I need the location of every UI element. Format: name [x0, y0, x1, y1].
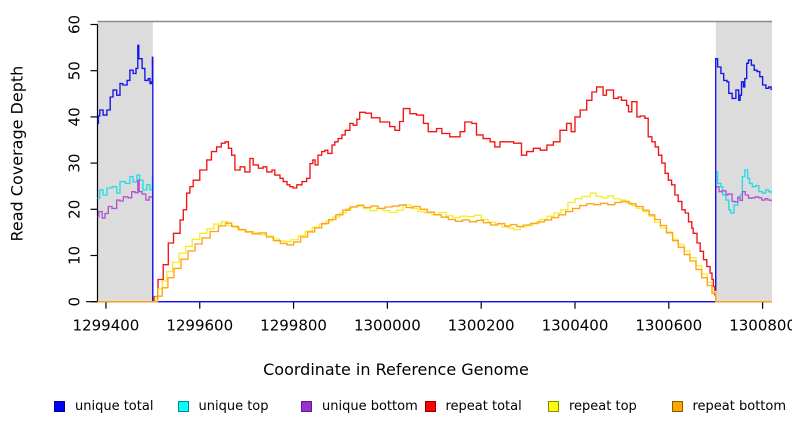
- legend-swatch-icon: [671, 401, 683, 412]
- x-tick-label: 1300800: [729, 317, 792, 335]
- x-tick-label: 1300000: [354, 317, 421, 335]
- y-tick-label: 0: [66, 297, 84, 307]
- legend-item-repeat-top: repeat top: [548, 399, 672, 414]
- series-line-unique-bottom: [97, 179, 772, 303]
- legend-item-repeat-total: repeat total: [424, 399, 549, 414]
- y-tick-label: 30: [66, 154, 84, 173]
- series-line-repeat-top: [152, 192, 717, 303]
- x-tick-label: 1300400: [542, 317, 609, 335]
- legend: unique total unique top unique bottom repea…: [54, 399, 792, 414]
- series-line-unique-top: [97, 169, 772, 303]
- legend-label: unique total: [75, 399, 154, 414]
- legend-label: repeat bottom: [692, 399, 787, 414]
- y-tick-label: 20: [66, 200, 84, 219]
- legend-swatch-icon: [548, 401, 559, 412]
- y-tick-label: 40: [66, 107, 84, 126]
- legend-label: unique bottom: [322, 399, 418, 414]
- x-axis-label: Coordinate in Reference Genome: [263, 360, 529, 379]
- y-tick-label: 50: [66, 61, 84, 80]
- legend-swatch-icon: [424, 401, 436, 412]
- legend-label: unique top: [198, 399, 269, 414]
- series-line-repeat-total: [152, 86, 717, 303]
- x-tick-label: 1299600: [166, 317, 233, 335]
- legend-swatch-icon: [177, 401, 189, 412]
- x-tick-label: 1300600: [635, 317, 702, 335]
- legend-item-unique-total: unique total: [54, 399, 178, 414]
- legend-item-repeat-bottom: repeat bottom: [671, 399, 792, 414]
- x-tick-label: 1299800: [260, 317, 327, 335]
- unique-region-left-shading: [97, 21, 153, 302]
- legend-item-unique-top: unique top: [177, 399, 302, 414]
- y-tick-label: 60: [66, 15, 84, 34]
- legend-label: repeat total: [445, 399, 522, 414]
- unique-region-right-shading: [715, 21, 772, 302]
- x-tick-label: 1300200: [448, 317, 515, 335]
- x-tick-label: 1299400: [73, 317, 140, 335]
- y-axis-label: Read Coverage Depth: [7, 65, 27, 242]
- legend-swatch-icon: [301, 401, 312, 412]
- legend-label: repeat top: [569, 399, 637, 414]
- legend-swatch-icon: [54, 401, 65, 412]
- y-tick-label: 10: [66, 246, 84, 265]
- series-line-repeat-bottom: [97, 200, 772, 303]
- series-line-unique-total: [97, 44, 772, 303]
- legend-item-unique-bottom: unique bottom: [301, 399, 425, 414]
